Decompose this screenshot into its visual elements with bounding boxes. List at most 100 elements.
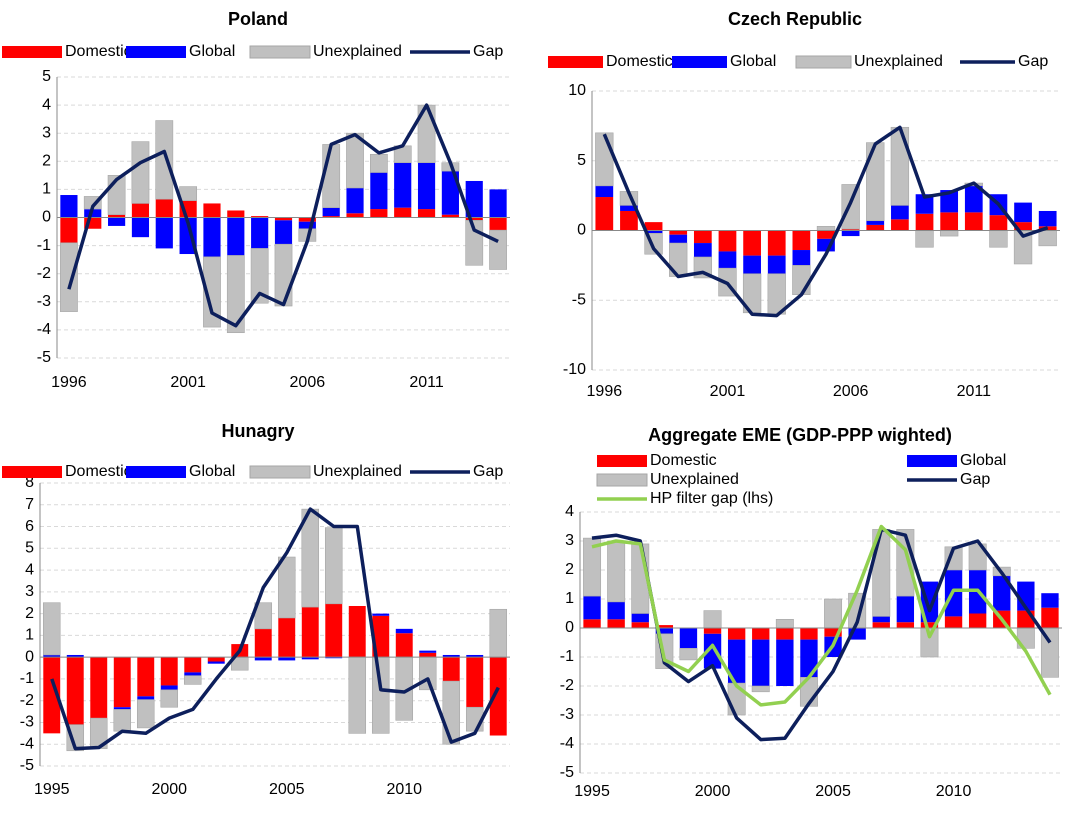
legend-label: Unexplained [313, 43, 402, 60]
bar-segment [66, 657, 84, 725]
bar-segment [160, 689, 179, 708]
bar-segment [866, 220, 885, 225]
bar-segment [595, 185, 614, 198]
x-tick-label: 2006 [833, 383, 869, 400]
bar-segment [442, 654, 460, 658]
bar-segment [160, 685, 178, 690]
bar-segment [792, 250, 811, 266]
bar-segment [679, 628, 698, 649]
bar-segment [136, 699, 155, 729]
bar-segment [131, 203, 150, 218]
bar-segment [968, 613, 987, 628]
bar-segment [940, 190, 959, 213]
line-series [591, 527, 1052, 742]
bar-segment [325, 657, 343, 659]
bar-segment [254, 628, 272, 658]
y-tick-label: 4 [25, 561, 34, 578]
bar-segment [752, 628, 770, 640]
chart-title: Czech Republic [728, 9, 862, 29]
y-tick-label: -3 [37, 293, 51, 310]
y-tick-label: 5 [25, 540, 34, 557]
legend-swatch [2, 46, 62, 58]
bar-segment [254, 657, 272, 661]
legend-swatch [249, 465, 311, 479]
bar-segment [817, 230, 835, 239]
x-tick-label: 2000 [695, 783, 731, 800]
bar-segment [595, 132, 614, 187]
bar-segment [718, 251, 737, 269]
y-tick-label: 4 [565, 503, 574, 520]
bar-segment [203, 256, 221, 328]
bar-segment [915, 230, 934, 248]
y-tick-label: 3 [565, 532, 574, 549]
y-tick-label: 10 [568, 82, 586, 99]
bar-segment [90, 657, 108, 719]
bar-segment [372, 613, 390, 616]
bar-segment [254, 602, 273, 630]
bar-segment [872, 622, 890, 628]
bar-segment [743, 230, 761, 256]
bar-segment [841, 229, 860, 231]
bar-segment [751, 685, 770, 693]
legend-swatch [249, 45, 311, 59]
bar-segment [693, 230, 712, 244]
bar-segment [944, 616, 963, 628]
bar-segment [743, 255, 761, 274]
bar-segment [989, 230, 1008, 248]
bar-segment [968, 543, 987, 571]
bar-segment [419, 652, 437, 658]
y-tick-label: 0 [42, 209, 51, 226]
bar-segment [66, 654, 84, 658]
legend-label: Gap [960, 471, 990, 488]
y-tick-label: 2 [565, 561, 574, 578]
bar-segment [370, 172, 388, 210]
bar-segment [301, 657, 319, 660]
legend-label: Domestic [650, 452, 717, 469]
bar-segment [137, 696, 155, 700]
y-tick-label: -2 [560, 677, 574, 694]
y-tick-label: 8 [25, 474, 34, 491]
bar-segment [131, 217, 150, 238]
bar-segment [767, 255, 786, 274]
line-series [602, 125, 1049, 318]
legend-swatch [126, 466, 186, 478]
bar-segment [752, 639, 770, 686]
bar-segment [915, 213, 934, 231]
bar-segment [800, 628, 818, 640]
y-tick-label: -3 [20, 714, 34, 731]
line-series [67, 103, 499, 328]
bar-segment [417, 162, 436, 210]
bar-segment [595, 197, 614, 231]
bar-segment [113, 709, 132, 732]
bar-segment [792, 230, 811, 251]
bar-segment [583, 619, 601, 628]
bar-segment [489, 189, 507, 218]
y-tick-label: -4 [20, 735, 34, 752]
bar-segment [278, 657, 296, 661]
bar-segment [1014, 202, 1032, 223]
bar-segment [394, 207, 412, 218]
bar-segment [442, 657, 460, 682]
bar-segment [993, 575, 1011, 611]
bar-segment [418, 656, 437, 691]
bar-segment [816, 226, 836, 231]
legend-swatch [126, 46, 186, 58]
bar-segment [848, 628, 866, 640]
bar-segment [160, 657, 178, 686]
bar-segment [1014, 222, 1032, 231]
bar-segment [108, 214, 126, 218]
y-tick-label: -10 [563, 361, 586, 378]
legend-label: HP filter gap (lhs) [650, 490, 773, 507]
bar-segment [113, 707, 131, 710]
line-series [50, 507, 500, 751]
bar-segment [466, 657, 484, 708]
x-tick-label: 2011 [409, 374, 444, 391]
bar-segment [298, 217, 316, 222]
bar-segment [644, 222, 663, 231]
bar-segment [203, 203, 221, 218]
bar-segment [251, 217, 269, 249]
bar-segment [891, 219, 909, 231]
bar-segment [325, 603, 343, 658]
bar-segment [226, 255, 245, 334]
y-tick-label: -2 [37, 265, 51, 282]
